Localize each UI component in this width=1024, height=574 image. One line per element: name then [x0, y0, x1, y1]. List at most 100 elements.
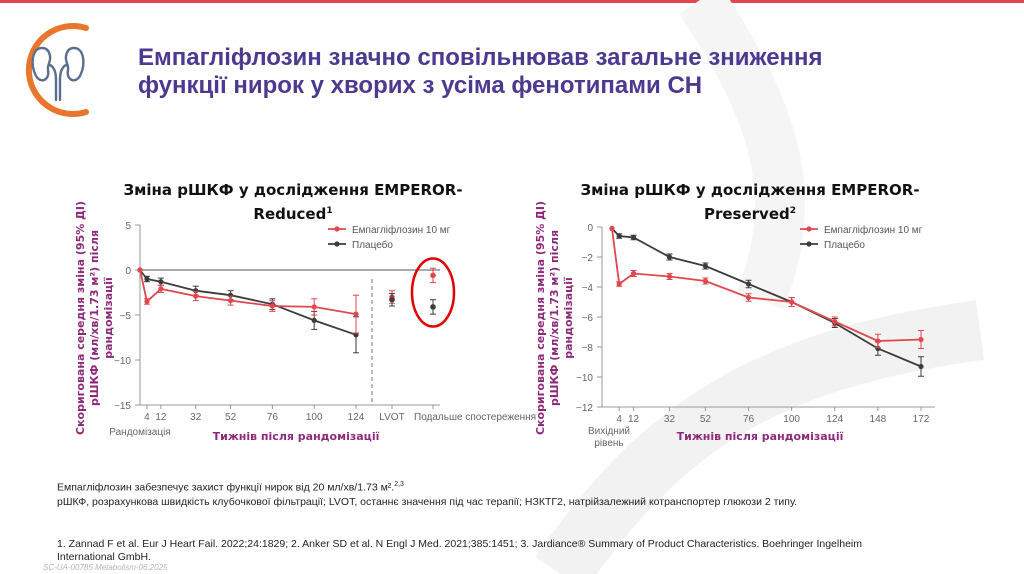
chart1-empagliflozin-point: [227, 298, 234, 304]
chart1-empagliflozin-point: [193, 293, 199, 299]
page-title: Емпагліфлозин значно сповільнював загаль…: [138, 44, 998, 100]
chart1-ylabel-line-2: рШКФ (мл/хв/1.73 м²) після: [88, 230, 101, 406]
footer-code: SC-UA-00785 Metabolism-06.2025: [43, 563, 168, 572]
chart2-x-tick-label: 172: [913, 414, 930, 425]
kidneys-icon: [31, 46, 85, 102]
chart2-y-tick-label: −4: [582, 283, 594, 294]
chart2-placebo-point: [918, 363, 924, 370]
chart2-x-tick-label: 76: [743, 414, 755, 425]
chart1-followup-placebo-point: [430, 304, 436, 310]
chart-title-preserved-line-1: Зміна рШКФ у дослідження EMPEROR-: [580, 181, 920, 199]
chart2-legend-marker: [806, 226, 812, 232]
notes-line-1: Емпагліфлозин забезпечує захист функції …: [57, 478, 957, 495]
chart1-empagliflozin-point: [311, 304, 317, 310]
chart2-legend-label: Плацебо: [824, 239, 865, 251]
chart1-x-tick-label: 124: [348, 412, 365, 423]
chart1-xlabel: Тижнів після рандомізації: [213, 430, 380, 443]
chart1-legend-label: Емпагліфлозин 10 мг: [352, 224, 451, 236]
chart2-x-tick-label: 12: [628, 414, 640, 425]
chart1-x-tick-label: 52: [225, 412, 237, 423]
logo: [25, 23, 89, 117]
chart1-y-tick-label: −15: [114, 401, 131, 412]
chart2-baseline-label-line-2: рівень: [594, 438, 623, 449]
chart1-ylabel-line-1: Скоригована середня зміна (95% ДІ): [74, 201, 87, 435]
chart1-y-tick-label: 5: [125, 221, 131, 232]
chart2-y-tick-label: −10: [576, 373, 593, 384]
chart2-empagliflozin-point: [666, 273, 673, 280]
chart-title-reduced-name: Reduced: [253, 205, 327, 223]
chart2-y-tick-label: −6: [582, 313, 594, 324]
chart1-x-tick-label: 76: [267, 412, 279, 423]
chart1-highlight-ellipse: [410, 257, 456, 328]
chart2-empagliflozin-point: [630, 270, 637, 277]
chart2-y-tick-label: −8: [582, 343, 594, 354]
notes-line-1-sup: 2,3: [394, 481, 404, 488]
notes-line-2: рШКФ, розрахункова швидкість клубочкової…: [57, 495, 798, 508]
chart1-legend-label: Плацебо: [352, 239, 393, 251]
chart2-x-tick-label: 124: [826, 414, 843, 425]
top-accent-bar: [0, 0, 1024, 3]
chart1-x-tick-label-lvot: LVOT: [379, 412, 404, 423]
chart2-placebo-line: [611, 227, 922, 368]
chart1-y-tick-label: 0: [125, 266, 131, 277]
chart2-x-tick-label: 4: [616, 414, 622, 425]
chart1-legend-marker: [334, 241, 340, 247]
chart1-legend-marker: [334, 226, 340, 232]
chart1-empagliflozin-point: [137, 267, 143, 273]
chart1-placebo-point: [158, 279, 164, 285]
chart2-ylabel-line-2: рШКФ (мл/хв/1.73 м²) після: [548, 230, 561, 406]
references-line-2: International GmbH.: [57, 551, 151, 563]
notes: Емпагліфлозин забезпечує захист функції …: [57, 478, 957, 509]
chart-title-reduced-line-2: Reduced1: [118, 201, 468, 225]
chart2-baseline-label-line-1: Вихідний: [588, 426, 630, 437]
chart1-x-tick-label-followup: Подальше спостереження: [414, 412, 536, 423]
chart2-placebo-point: [745, 281, 752, 287]
chart2-x-tick-label: 100: [783, 414, 800, 425]
chart2-ylabel-line-1: Скоригована середня зміна (95% ДІ): [534, 201, 547, 435]
chart2-empagliflozin-point: [702, 278, 709, 284]
chart1-x-tick-label: 4: [144, 412, 150, 423]
chart-title-preserved-sup: 2: [789, 206, 797, 216]
chart1-lvot-placebo-point: [389, 296, 395, 303]
chart2-empagliflozin-line: [611, 228, 922, 342]
chart1-x-tick-label: 100: [306, 412, 323, 423]
chart2-legend-label: Емпагліфлозин 10 мг: [824, 224, 923, 236]
chart2-empagliflozin-point: [745, 294, 752, 301]
chart2-placebo-point: [875, 345, 881, 352]
chart-title-preserved-name: Preserved: [703, 205, 790, 223]
chart2-y-tick-label: 0: [587, 223, 593, 234]
chart2-empagliflozin-point: [832, 318, 838, 325]
chart2-empagliflozin-point: [875, 338, 881, 344]
chart2-x-tick-label: 32: [664, 414, 676, 425]
chart2-legend-marker: [806, 241, 812, 247]
chart2-y-tick-label: −12: [576, 403, 593, 414]
chart2-placebo-point: [616, 233, 622, 239]
chart1-empagliflozin-point: [353, 311, 359, 317]
title-line-2: функції нирок у хворих з усіма фенотипам…: [138, 72, 703, 99]
chart2-placebo-point: [702, 263, 709, 269]
chart2-y-tick-label: −2: [582, 253, 594, 264]
chart-title-preserved: Зміна рШКФ у дослідження EMPEROR- Preser…: [575, 180, 925, 225]
chart2-empagliflozin-point: [789, 299, 795, 305]
references: 1. Zannad F et al. Eur J Heart Fail. 202…: [57, 538, 957, 564]
chart1-placebo-point: [311, 317, 317, 323]
chart-title-preserved-line-2: Preserved2: [575, 201, 925, 225]
chart2-xlabel: Тижнів після рандомізації: [677, 430, 844, 443]
chart2-ylabel-line-3: рандомізації: [562, 277, 575, 359]
chart1-randomization-label: Рандомізація: [109, 427, 170, 438]
references-line-1: 1. Zannad F et al. Eur J Heart Fail. 202…: [57, 538, 862, 550]
chart1-placebo-point: [144, 276, 150, 282]
chart1-x-tick-label: 32: [190, 412, 202, 423]
chart1-empagliflozin-point: [144, 298, 150, 305]
chart-title-reduced-sup: 1: [326, 206, 333, 216]
chart1-y-tick-label: −10: [114, 356, 131, 367]
chart2-empagliflozin-point: [609, 225, 615, 232]
chart1-y-tick-label: −5: [120, 311, 132, 322]
chart1-empagliflozin-point: [158, 286, 164, 292]
chart1-empagliflozin-point: [269, 303, 275, 309]
chart2-placebo-point: [630, 234, 637, 241]
chart1-ylabel-line-3: рандомізації: [102, 277, 115, 359]
chart1-x-tick-label: 12: [155, 412, 167, 423]
